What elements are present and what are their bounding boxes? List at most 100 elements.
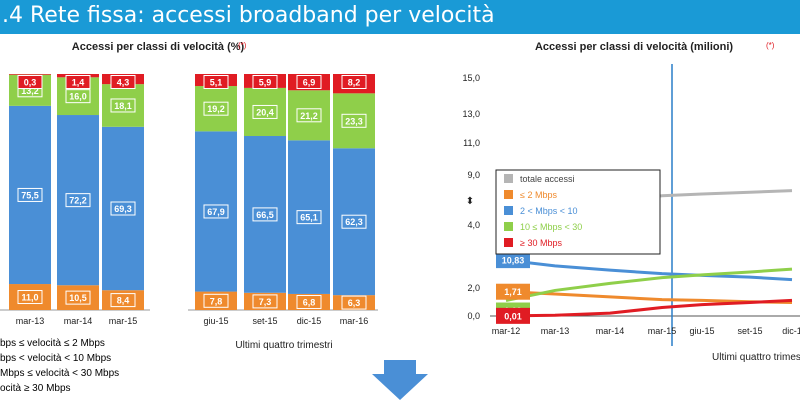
x-tick-label: giu-15	[203, 316, 228, 326]
bar-value-label: 6,9	[303, 78, 316, 88]
series-line	[505, 298, 793, 318]
x-tick-label: giu-15	[689, 326, 714, 336]
series-line	[505, 267, 793, 302]
bar-value-label: 5,9	[259, 78, 272, 88]
bar-label-box	[296, 75, 322, 89]
bar-segment	[57, 115, 99, 286]
bar-label-box	[341, 75, 367, 89]
x-tick-label: mar-13	[16, 316, 45, 326]
bar-segment	[9, 284, 51, 310]
bar-segment	[333, 148, 375, 296]
bar-label-box	[65, 75, 91, 89]
chart-stacked-bars: Accessi per classi di velocità (%)(*) 11,…	[0, 41, 378, 351]
y-tick-label: 11,0	[463, 138, 480, 148]
legend-swatch	[504, 190, 513, 199]
bar-segment	[195, 131, 237, 292]
legend-entry: ≥ 30 Mbps	[520, 238, 562, 248]
bar-segment	[102, 290, 144, 310]
bar-value-label: 72,2	[69, 196, 87, 206]
bar-value-label: 69,3	[114, 204, 132, 214]
bar-label-box	[110, 293, 136, 308]
right-group-label: Ultimi quattro trimestr	[712, 352, 800, 363]
x-tick-label: mar-15	[648, 326, 677, 336]
bar-segment	[9, 105, 51, 285]
bar-value-label: 7,8	[210, 296, 223, 306]
bar-value-label: 19,2	[207, 104, 225, 114]
bar-label-box	[203, 204, 229, 219]
bar-value-label: 21,2	[300, 111, 318, 121]
y-tick-label: 9,0	[467, 170, 480, 180]
bar-label-box	[252, 75, 278, 89]
chart-lines: Accessi per classi di velocità (milioni)…	[462, 41, 800, 363]
axis-break-icon: ⬍	[466, 196, 474, 207]
bar-segment	[102, 84, 144, 127]
legend-swatch	[504, 222, 513, 231]
header-banner: .4 Rete fissa: accessi broadband per vel…	[0, 0, 800, 34]
bar-value-label: 11,0	[21, 293, 38, 303]
left-legend: bps ≤ velocità ≤ 2 Mbps bps < velocità <…	[0, 336, 119, 396]
start-value-label: 10,83	[502, 256, 525, 266]
legend-entry: totale accessi	[520, 174, 575, 184]
bar-label-box	[296, 294, 322, 309]
series-line	[505, 258, 793, 282]
legend-swatch	[504, 238, 513, 247]
y-tick-label: 4,0	[467, 220, 480, 230]
start-label-box	[496, 307, 530, 324]
x-tick-label: dic-1	[782, 326, 800, 336]
bar-value-label: 5,1	[210, 78, 223, 88]
legend-entry: 10 ≤ Mbps < 30	[520, 222, 582, 232]
bar-value-label: 1,4	[72, 78, 85, 88]
legend-entry-2: bps < velocità < 10 Mbps	[0, 353, 112, 364]
bar-label-box	[65, 193, 91, 208]
bar-segment	[244, 292, 286, 310]
left-group-label: Ultimi quattro trimestri	[235, 340, 332, 351]
down-arrow-icon	[372, 360, 428, 400]
bar-label-box	[252, 104, 278, 119]
x-tick-label: set-15	[252, 316, 277, 326]
bar-label-box	[203, 101, 229, 116]
legend-swatch	[504, 206, 513, 215]
series-line	[505, 290, 793, 305]
legend-entry: ≤ 2 Mbps	[520, 190, 557, 200]
right-legend-box	[495, 169, 661, 255]
start-value-label: 0,01	[504, 311, 522, 321]
bar-label-box	[110, 75, 136, 89]
bar-segment	[57, 285, 99, 310]
bar-value-label: 0,3	[24, 78, 37, 88]
left-chart-title: Accessi per classi di velocità (%)	[72, 41, 245, 53]
legend-swatch	[504, 174, 513, 183]
y-tick-label: 0,0	[467, 311, 480, 321]
x-tick-label: mar-12	[492, 326, 521, 336]
y-tick-label: 13,0	[462, 109, 480, 119]
bar-segment	[288, 140, 330, 294]
bar-value-label: 62,3	[345, 217, 363, 227]
bar-label-box	[110, 98, 136, 113]
left-chart-title-mark: (*)	[238, 41, 247, 50]
bar-label-box	[65, 290, 91, 305]
bar-label-box	[110, 201, 136, 216]
bar-label-box	[296, 108, 322, 123]
bar-value-label: 66,5	[256, 210, 274, 220]
x-tick-label: dic-15	[297, 316, 322, 326]
bar-segment	[244, 136, 286, 293]
right-chart-title: Accessi per classi di velocità (milioni)	[535, 41, 733, 53]
bar-label-box	[252, 207, 278, 222]
legend-entry: 2 < Mbps < 10	[520, 206, 578, 216]
bar-value-label: 20,4	[256, 107, 274, 117]
bar-label-box	[341, 113, 367, 128]
y-tick-label: 15,0	[462, 73, 480, 83]
bar-segment	[195, 86, 237, 132]
x-tick-label: mar-16	[340, 316, 369, 326]
start-value-label: 1,71	[504, 287, 522, 297]
bar-value-label: 75,5	[21, 190, 39, 200]
bar-label-box	[203, 75, 229, 89]
start-label-box	[496, 283, 530, 300]
bar-segment	[288, 90, 330, 141]
bar-value-label: 6,8	[303, 297, 316, 307]
bar-value-label: 10,5	[69, 293, 87, 303]
bar-value-label: 6,3	[348, 298, 361, 308]
x-tick-label: set-15	[737, 326, 762, 336]
bar-label-box	[65, 89, 91, 104]
bar-label-box	[252, 294, 278, 309]
bar-value-label: 23,3	[345, 116, 363, 126]
